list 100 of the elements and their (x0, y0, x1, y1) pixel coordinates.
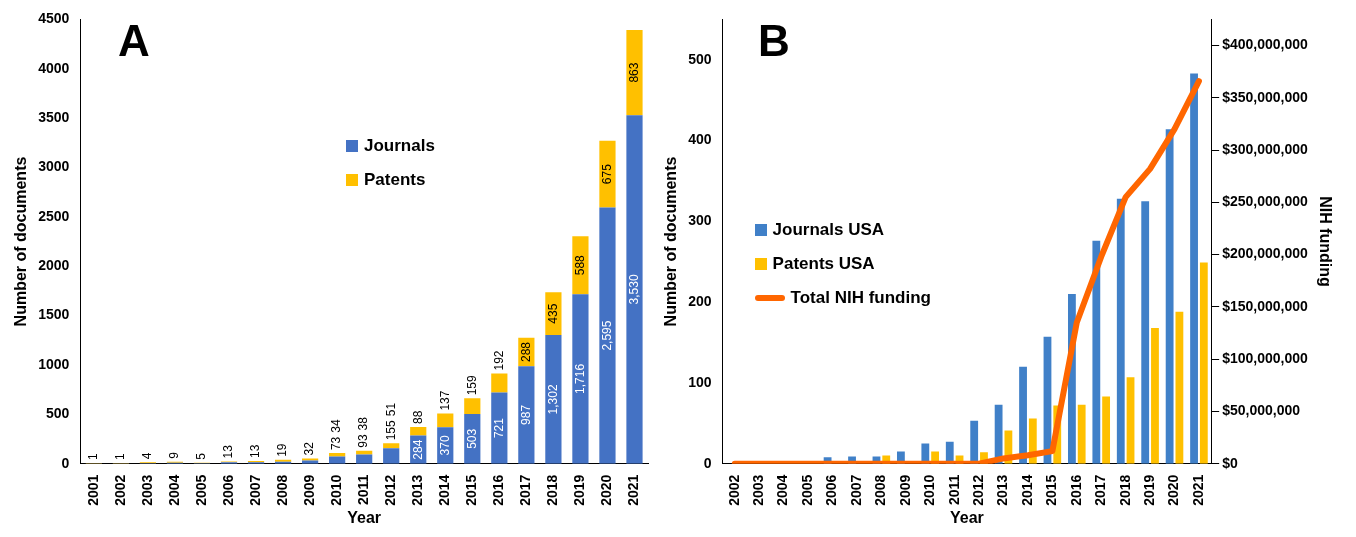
data-label: 2,595 (599, 320, 614, 351)
y-tick-label: 500 (45, 405, 70, 422)
y-axis-title: Number of documents (12, 156, 30, 327)
y2-axis-title: NIH funding (1316, 196, 1334, 287)
x-tick-label: 2003 (138, 474, 155, 506)
x-tick-label: 2011 (945, 474, 962, 506)
y-tick-label: 1500 (38, 306, 70, 323)
data-label: 588 (572, 254, 587, 276)
x-tick-label: 2001 (84, 474, 101, 506)
data-label: 19 (275, 443, 290, 457)
data-label: 192 (491, 350, 506, 371)
x-tick-label: 2019 (571, 474, 588, 506)
x-tick-label: 2019 (1140, 474, 1157, 506)
x-tick-label: 2014 (436, 474, 453, 506)
data-label: 435 (545, 303, 560, 324)
y-tick-label: 4500 (38, 10, 70, 27)
x-tick-label: 2004 (165, 474, 182, 506)
data-label: 32 (302, 441, 317, 456)
x-tick-label: 2021 (1189, 474, 1206, 506)
y2-tick-label: $0 (1222, 454, 1238, 471)
data-label: 370 (437, 435, 452, 456)
data-label: 675 (599, 163, 614, 185)
x-tick-label: 2012 (969, 474, 986, 506)
data-label: 51 (383, 402, 398, 417)
data-label: 1 (113, 453, 128, 461)
chart-title: B (758, 16, 790, 66)
data-label: 13 (248, 444, 263, 458)
y-tick-label: 4000 (38, 59, 70, 76)
data-label: 503 (464, 428, 479, 449)
y-tick-label: 1000 (38, 355, 70, 372)
x-tick-label: 2015 (463, 474, 480, 506)
data-label: 3,530 (626, 274, 641, 305)
data-label: 987 (518, 404, 533, 425)
x-tick-label: 2010 (921, 474, 938, 506)
chart-title: A (118, 16, 150, 66)
y-tick-label: 2000 (38, 257, 70, 274)
y2-tick-label: $300,000,000 (1222, 140, 1309, 157)
y2-tick-label: $200,000,000 (1222, 245, 1309, 262)
data-label: 73 (329, 436, 344, 451)
y2-tick-label: $50,000,000 (1222, 402, 1301, 419)
x-tick-label: 2013 (409, 474, 426, 506)
x-tick-label: 2002 (725, 474, 742, 506)
data-label: 721 (491, 417, 506, 439)
data-label: 1 (86, 453, 101, 461)
x-tick-label: 2020 (1165, 474, 1182, 506)
x-tick-label: 2020 (598, 474, 615, 506)
legend-label: Journals (364, 136, 435, 157)
data-label: 1,302 (545, 384, 560, 415)
y-tick-label: 400 (688, 131, 712, 148)
data-label: 9 (167, 451, 182, 459)
data-label: 38 (356, 416, 371, 431)
data-label: 1,716 (572, 363, 587, 394)
data-label: 4 (140, 452, 155, 460)
y-tick-label: 3000 (38, 158, 70, 175)
data-label: 284 (410, 439, 425, 460)
x-tick-label: 2010 (328, 474, 344, 506)
x-tick-label: 2009 (300, 474, 317, 506)
data-label: 863 (626, 62, 641, 83)
x-tick-label: 2005 (192, 474, 209, 506)
x-tick-label: 2021 (625, 474, 642, 506)
y-tick-label: 100 (688, 373, 712, 390)
x-tick-label: 2005 (798, 474, 815, 506)
x-tick-label: 2003 (750, 474, 767, 506)
x-tick-label: 2016 (1067, 474, 1084, 506)
x-tick-label: 2004 (774, 474, 791, 506)
y-tick-label: 200 (688, 292, 712, 309)
y2-tick-label: $400,000,000 (1222, 36, 1309, 53)
data-label: 34 (329, 419, 344, 433)
x-tick-label: 2018 (544, 474, 561, 506)
x-tick-label: 2012 (382, 474, 399, 506)
x-tick-label: 2017 (517, 474, 534, 506)
x-tick-label: 2002 (111, 474, 128, 506)
x-tick-label: 2015 (1043, 474, 1060, 506)
y-tick-label: 0 (61, 454, 70, 471)
x-tick-label: 2009 (896, 474, 913, 506)
x-tick-label: 2011 (355, 474, 372, 506)
y2-tick-label: $250,000,000 (1222, 193, 1309, 210)
data-label: 137 (437, 390, 452, 411)
legend-label: Total NIH funding (790, 287, 931, 308)
data-label: 13 (221, 444, 236, 459)
data-label: 159 (464, 374, 479, 396)
data-label: 5 (194, 452, 209, 460)
data-label: 88 (410, 410, 425, 424)
y-tick-label: 300 (688, 212, 712, 229)
x-tick-label: 2008 (872, 474, 889, 506)
x-tick-label: 2016 (490, 474, 507, 506)
x-tick-label: 2007 (847, 474, 864, 506)
x-axis-title: Year (949, 508, 984, 526)
y-tick-label: 0 (703, 454, 712, 471)
x-tick-label: 2018 (1116, 474, 1133, 506)
y2-tick-label: $350,000,000 (1222, 88, 1309, 105)
x-tick-label: 2006 (219, 474, 236, 506)
legend-label: Patents (364, 170, 426, 191)
legend-label: Journals USA (772, 219, 885, 240)
x-tick-label: 2007 (246, 474, 263, 506)
data-label: 155 (383, 419, 398, 441)
legend-label: Patents USA (772, 253, 875, 274)
y-tick-label: 3500 (38, 108, 70, 125)
data-label: 93 (356, 434, 371, 448)
y-tick-label: 500 (688, 50, 712, 67)
